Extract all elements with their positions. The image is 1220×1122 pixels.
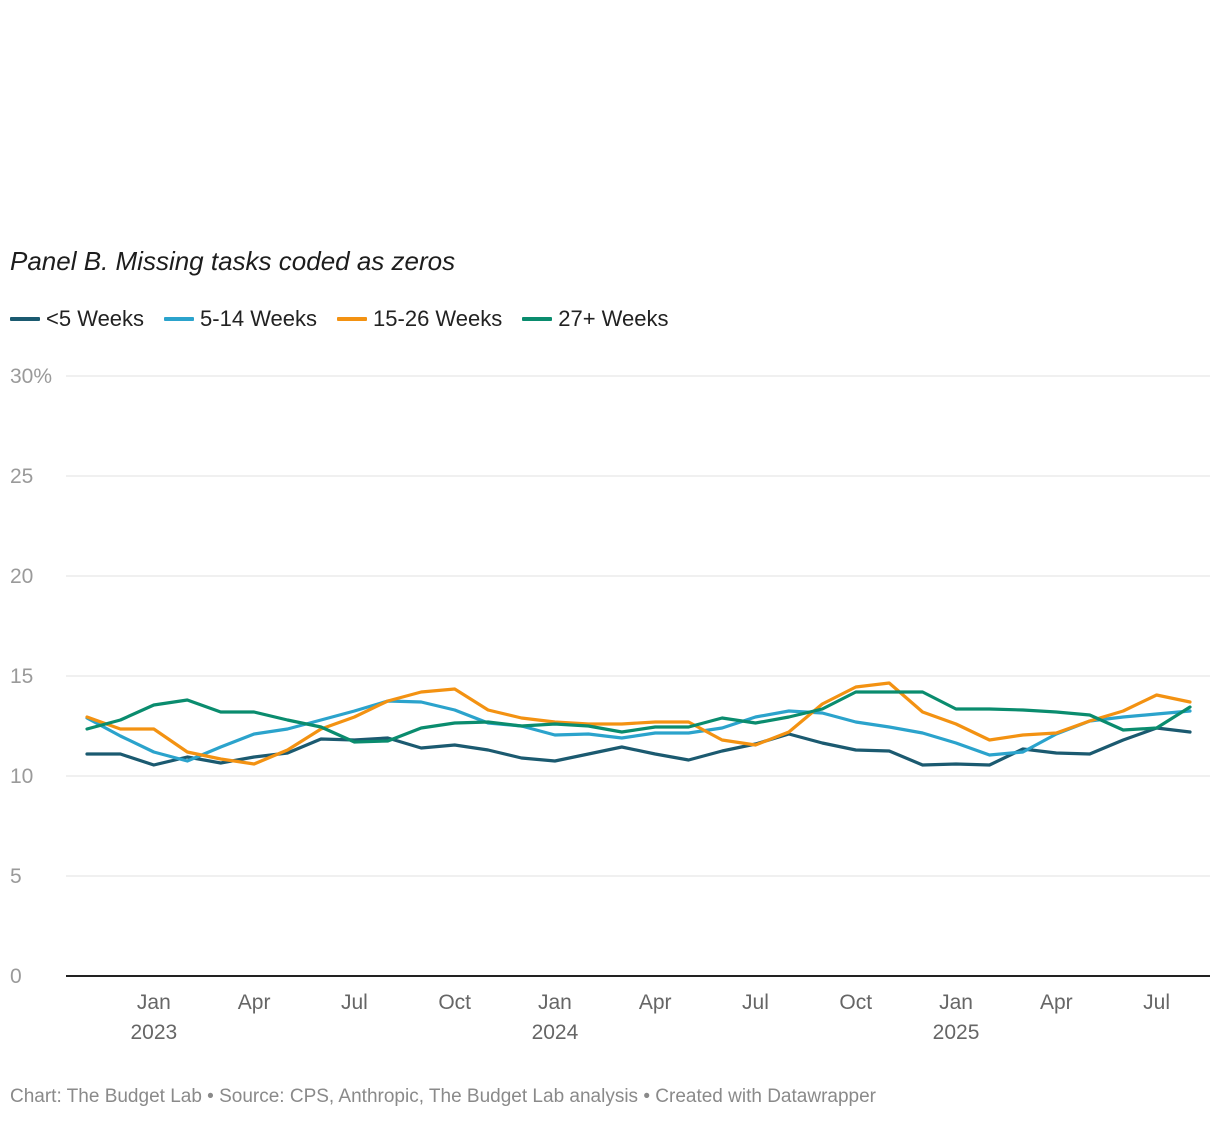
legend-item-5-14: 5-14 Weeks (164, 306, 317, 332)
legend-swatch-5-14 (164, 317, 195, 321)
x-tick-label: Jan (137, 991, 171, 1014)
x-tick-label: Apr (639, 991, 672, 1014)
series-line-3 (85, 690, 1192, 744)
x-tick-label: Jul (1143, 991, 1170, 1014)
x-tick-year-label: 2023 (130, 1021, 177, 1044)
legend-item-27plus: 27+ Weeks (522, 306, 669, 332)
x-tick-label: Apr (1040, 991, 1073, 1014)
series-line-2 (85, 681, 1192, 766)
series-line-0 (85, 726, 1192, 767)
y-tick-label: 30% (10, 365, 52, 388)
x-tick-year-label: 2025 (933, 1021, 980, 1044)
chart-footer: Chart: The Budget Lab • Source: CPS, Ant… (10, 1086, 876, 1107)
series-lines (85, 681, 1192, 767)
x-tick-label: Jan (939, 991, 973, 1014)
series-line-1 (85, 699, 1192, 763)
x-tick-year-label: 2024 (532, 1021, 579, 1044)
legend-label-27plus: 27+ Weeks (558, 306, 669, 331)
legend-label-lt5: <5 Weeks (46, 306, 145, 331)
chart-legend: <5 Weeks 5-14 Weeks 15-26 Weeks 27+ Week… (10, 306, 669, 332)
y-tick-label: 0 (10, 965, 22, 988)
y-tick-label: 20 (10, 565, 33, 588)
x-tick-label: Apr (238, 991, 271, 1014)
y-tick-label: 15 (10, 665, 33, 688)
y-tick-label: 5 (10, 865, 22, 888)
legend-label-15-26: 15-26 Weeks (373, 306, 503, 331)
y-tick-label: 25 (10, 465, 33, 488)
x-tick-label: Jul (341, 991, 368, 1014)
legend-swatch-15-26 (337, 317, 368, 321)
legend-item-lt5: <5 Weeks (10, 306, 144, 332)
x-axis-ticks: Jan 2023 Apr Jul Oct Jan 2024 Apr Jul Oct Jan 2025 A… (130, 991, 1170, 1044)
y-tick-label: 10 (10, 765, 33, 788)
gridlines (66, 375, 1210, 977)
y-axis-ticks: 30% 25 20 15 10 5 0 (10, 365, 52, 988)
x-tick-label: Oct (839, 991, 872, 1014)
legend-swatch-27plus (522, 317, 553, 321)
line-chart: 30% 25 20 15 10 5 0 Jan 2023 Apr Jul Oct Jan 2024 Apr… (10, 365, 1210, 1044)
x-tick-label: Jan (538, 991, 572, 1014)
legend-swatch-lt5 (10, 317, 40, 321)
x-tick-label: Oct (438, 991, 471, 1014)
legend-label-5-14: 5-14 Weeks (200, 306, 318, 331)
legend-item-15-26: 15-26 Weeks (337, 306, 502, 332)
x-tick-label: Jul (742, 991, 769, 1014)
chart-title: Panel B. Missing tasks coded as zeros (10, 246, 456, 276)
